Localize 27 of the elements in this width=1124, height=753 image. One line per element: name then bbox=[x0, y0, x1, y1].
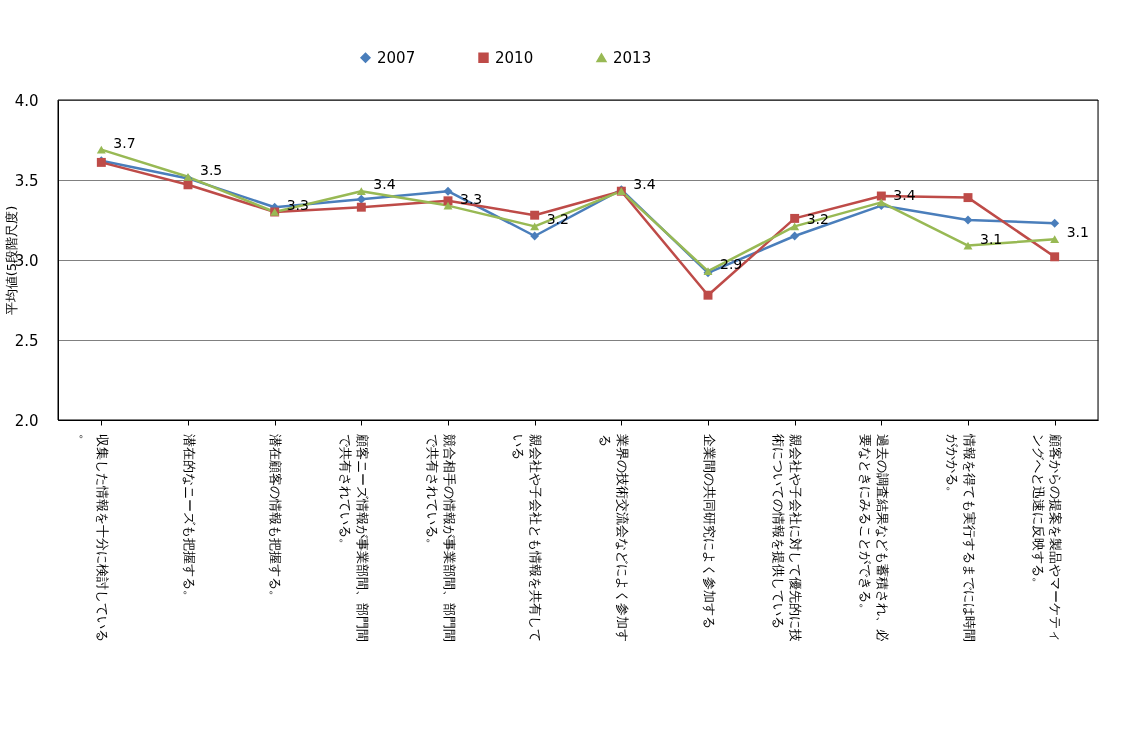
legend-label: 2007 bbox=[377, 48, 416, 67]
legend-label: 2013 bbox=[613, 48, 652, 67]
data-label: 3.4 bbox=[633, 176, 656, 193]
x-tick-label: 親会社や子会社とも情報を共有している bbox=[511, 433, 544, 642]
x-tick-label: 過去の調査結果なども蓄積され、必要なときにみることができる。 bbox=[857, 433, 890, 642]
x-tick-label: 潜在顧客の情報も把握する。 bbox=[268, 433, 284, 603]
data-label: 3.7 bbox=[113, 134, 136, 151]
x-tick-label: 情報を得ても実行するまでには時間がかかる。 bbox=[944, 432, 977, 642]
x-tick-label: 競合相手の情報が事業部間、部門間で共有されている。 bbox=[424, 433, 457, 642]
y-tick-label: 2.5 bbox=[14, 331, 39, 350]
data-label: 3.1 bbox=[980, 230, 1003, 247]
x-tick-label: 収集した情報を十分に検討している。 bbox=[77, 433, 110, 642]
x-tick-label: 親会社や子会社に対して優先的に技術についての情報を提供している bbox=[771, 433, 804, 642]
y-tick-label: 4.0 bbox=[14, 91, 39, 110]
y-tick-label: 3.5 bbox=[14, 171, 39, 190]
x-tick-label: 業界の技術交流会などによく参加する bbox=[597, 433, 630, 642]
data-label: 3.4 bbox=[373, 176, 396, 193]
x-tick-label: 潜在的なニーズも把握する。 bbox=[181, 433, 197, 603]
data-label: 3.1 bbox=[1066, 224, 1089, 241]
x-tick-label: 顧客からの提案を製品やマーケティングへと迅速に反映する。 bbox=[1031, 433, 1064, 642]
x-tick-label: 企業間の共同研究によく参加する bbox=[701, 433, 717, 629]
data-label: 3.3 bbox=[460, 190, 483, 207]
data-label: 3.5 bbox=[200, 161, 223, 178]
legend-label: 2010 bbox=[495, 48, 534, 67]
y-tick-label: 2.0 bbox=[14, 411, 39, 430]
data-label: 3.3 bbox=[286, 197, 309, 213]
x-tick-label: 顧客ニーズ情報が事業部間、部門間で共有されている。 bbox=[337, 433, 370, 642]
